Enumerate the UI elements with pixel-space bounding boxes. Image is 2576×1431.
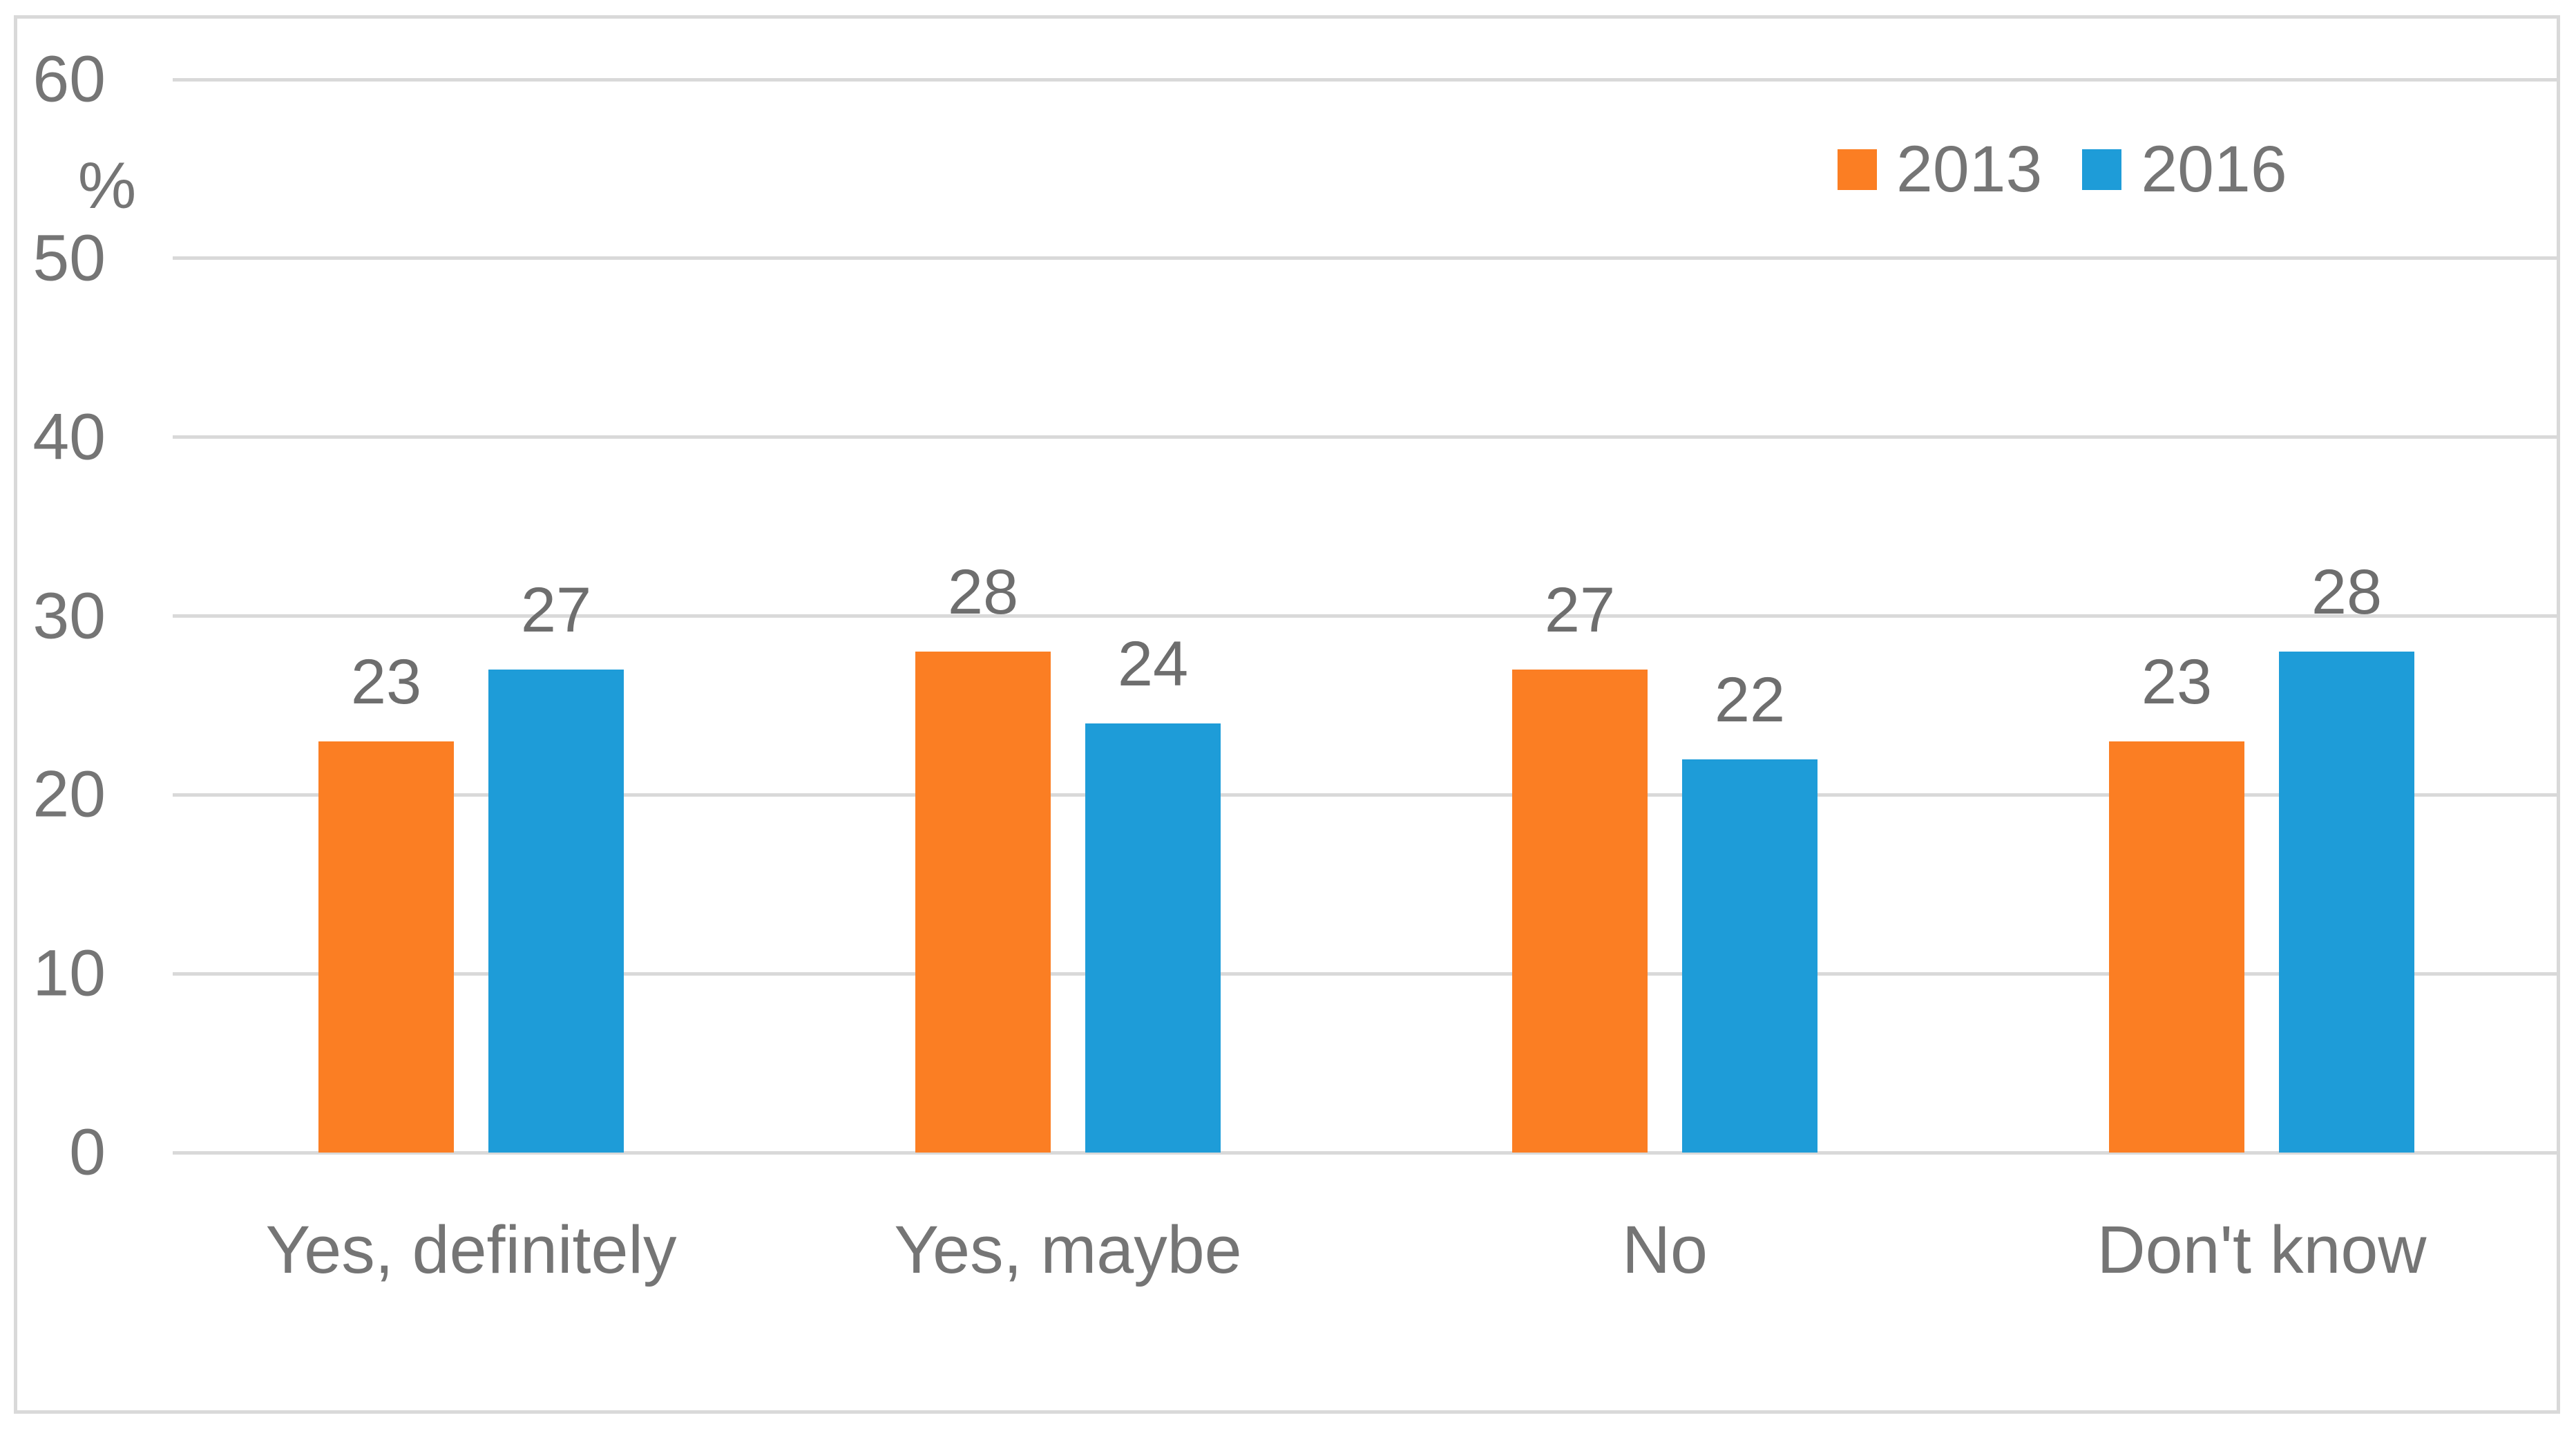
legend-item-2013: 2013 — [1838, 132, 2043, 206]
bar-column-2013: 27 — [1512, 79, 1648, 1153]
y-axis-tick-labels: 0 10 20 30 40 50 60 — [0, 46, 106, 1185]
bar-value-label: 23 — [350, 646, 422, 717]
bar-column-2013: 23 — [2109, 79, 2244, 1153]
bar-2013 — [2109, 741, 2244, 1153]
bar-value-label: 28 — [2311, 557, 2383, 628]
y-axis-unit-label: % — [77, 149, 137, 222]
bar-value-label: 22 — [1714, 664, 1786, 735]
bar-2016 — [488, 670, 624, 1153]
bar-2013 — [915, 652, 1051, 1153]
bar-2016 — [2279, 652, 2414, 1153]
y-tick-label-10: 10 — [32, 936, 106, 1010]
y-tick-label-40: 40 — [32, 400, 106, 474]
x-category-label: Yes, maybe — [894, 1212, 1242, 1287]
bar-column-2013: 28 — [915, 79, 1051, 1153]
chart-frame — [14, 15, 2560, 1414]
gridline-10 — [173, 972, 2560, 976]
y-tick-label-50: 50 — [32, 221, 106, 295]
plot-area: 23 27 28 24 27 22 23 28 — [173, 77, 2560, 1155]
bar-value-label: 27 — [520, 575, 592, 646]
bar-value-label: 28 — [947, 557, 1019, 628]
gridline-50 — [173, 256, 2560, 260]
x-axis-category-labels: Yes, definitely Yes, maybe No Don't know — [173, 1213, 2560, 1287]
bar-2016 — [1682, 759, 1817, 1153]
legend-label-2016: 2016 — [2141, 132, 2287, 206]
bar-column-2016: 24 — [1085, 79, 1221, 1153]
gridline-20 — [173, 793, 2560, 797]
bar-column-2016: 27 — [488, 79, 624, 1153]
bar-group: 27 22 — [1366, 79, 1963, 1153]
bar-value-label: 24 — [1117, 628, 1189, 699]
bar-column-2016: 22 — [1682, 79, 1817, 1153]
gridline-40 — [173, 435, 2560, 439]
legend-label-2013: 2013 — [1896, 132, 2043, 206]
y-tick-label-60: 60 — [32, 42, 106, 116]
gridline-30 — [173, 614, 2560, 618]
y-tick-label-20: 20 — [32, 757, 106, 831]
gridline-0 — [173, 1150, 2560, 1155]
gridline-60 — [173, 77, 2560, 82]
bar-column-2016: 28 — [2279, 79, 2414, 1153]
legend-marker-2013 — [1838, 149, 1877, 190]
bar-group: 23 28 — [1963, 79, 2560, 1153]
x-category-label: Yes, definitely — [265, 1212, 677, 1287]
legend-marker-2016 — [2082, 149, 2122, 190]
bar-group: 28 24 — [770, 79, 1366, 1153]
x-category-label: No — [1622, 1212, 1708, 1287]
legend: 2013 2016 — [1838, 136, 2287, 202]
bar-value-label: 23 — [2141, 646, 2213, 717]
bar-2013 — [318, 741, 454, 1153]
y-tick-label-30: 30 — [32, 579, 106, 652]
bar-value-label: 27 — [1544, 575, 1616, 646]
bar-2016 — [1085, 723, 1221, 1153]
legend-item-2016: 2016 — [2082, 132, 2287, 206]
bar-column-2013: 23 — [318, 79, 454, 1153]
bar-2013 — [1512, 670, 1648, 1153]
bar-group: 23 27 — [173, 79, 770, 1153]
x-category-label: Don't know — [2097, 1212, 2427, 1287]
y-tick-label-0: 0 — [69, 1115, 106, 1189]
